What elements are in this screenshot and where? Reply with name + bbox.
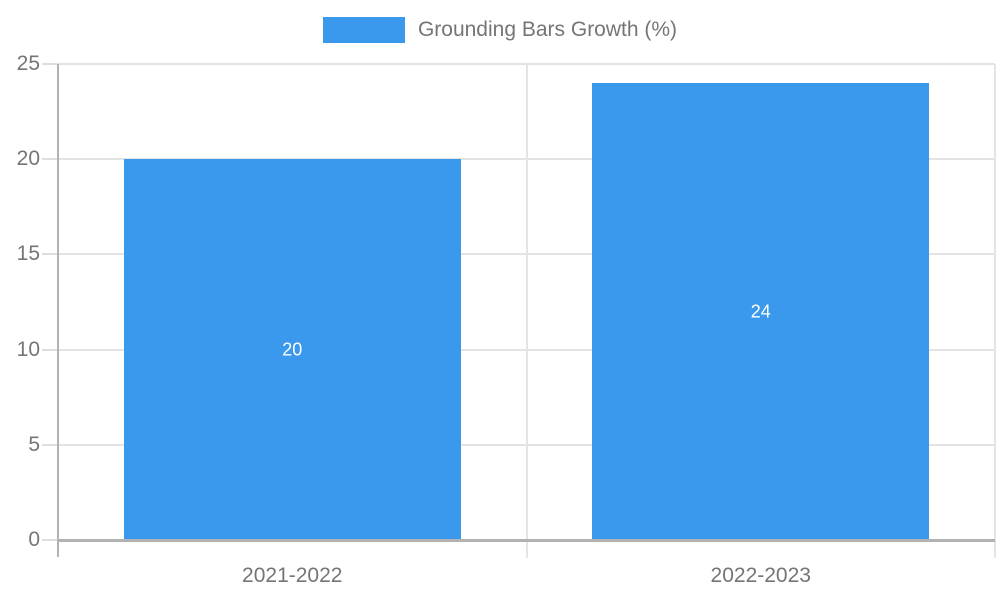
y-tick-mark-20 [42,158,58,161]
y-axis-tick-label: 0 [28,528,40,551]
bar-value-label: 20 [282,339,303,360]
y-axis-tick-label: 5 [28,432,40,456]
y-tick-mark-15 [42,253,58,256]
legend-label: Grounding Bars Growth (%) [417,18,678,41]
x-axis-category-label: 2021-2022 [242,564,343,587]
y-tick-mark-0 [42,539,58,541]
legend-swatch-icon [322,17,405,43]
y-axis-tick-label: 10 [16,337,40,361]
chart-legend: Grounding Bars Growth (%) [0,17,1000,43]
y-tick-mark-10 [42,348,58,351]
gridline-x-boundary-2 [994,64,996,558]
y-tick-mark-25 [42,63,58,65]
y-axis-line [57,64,59,557]
bar-value-label: 24 [750,301,771,321]
x-axis-line [58,539,995,542]
y-axis-tick-label: 20 [16,147,40,171]
gridline-x-boundary-1 [525,64,528,558]
y-tick-mark-5 [42,443,58,446]
bar-2021-2022: 20 [123,159,461,540]
y-axis-tick-label: 25 [16,52,40,75]
bar-2022-2023: 24 [592,83,930,540]
y-axis-tick-label: 15 [16,242,40,266]
x-axis-category-label: 2022-2023 [710,564,811,587]
